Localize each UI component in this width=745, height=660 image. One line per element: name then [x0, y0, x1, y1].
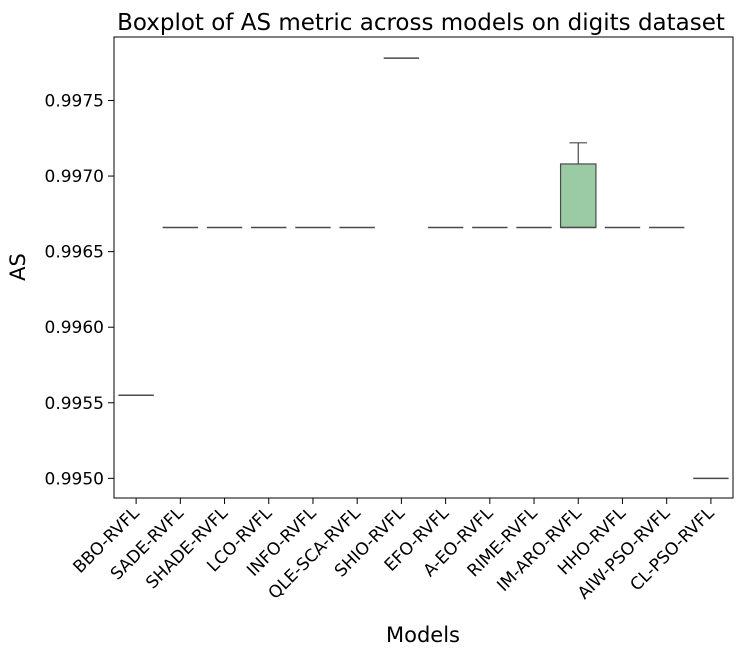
plot-frame	[113, 36, 734, 499]
y-axis: 0.9950 0.9955 0.9960 0.9965 0.9970 0.9975	[45, 91, 114, 489]
box-IM-ARO-RVFL	[559, 142, 597, 229]
x-axis-label: Models	[386, 623, 460, 647]
x-axis: BBO-RVFLSADE-RVFLSHADE-RVFLLCO-RVFLINFO-…	[70, 498, 719, 604]
chart-title: Boxplot of AS metric across models on di…	[117, 10, 725, 36]
box-body	[559, 163, 597, 229]
y-axis-label: AS	[6, 253, 30, 281]
y-tick-label: 0.9955	[45, 394, 104, 414]
y-tick-label: 0.9970	[45, 167, 104, 187]
y-tick-label: 0.9965	[45, 243, 104, 263]
y-tick-label: 0.9950	[45, 469, 104, 489]
y-tick-label: 0.9975	[45, 91, 104, 111]
y-tick-label: 0.9960	[45, 318, 104, 338]
boxes-layer	[118, 57, 729, 480]
